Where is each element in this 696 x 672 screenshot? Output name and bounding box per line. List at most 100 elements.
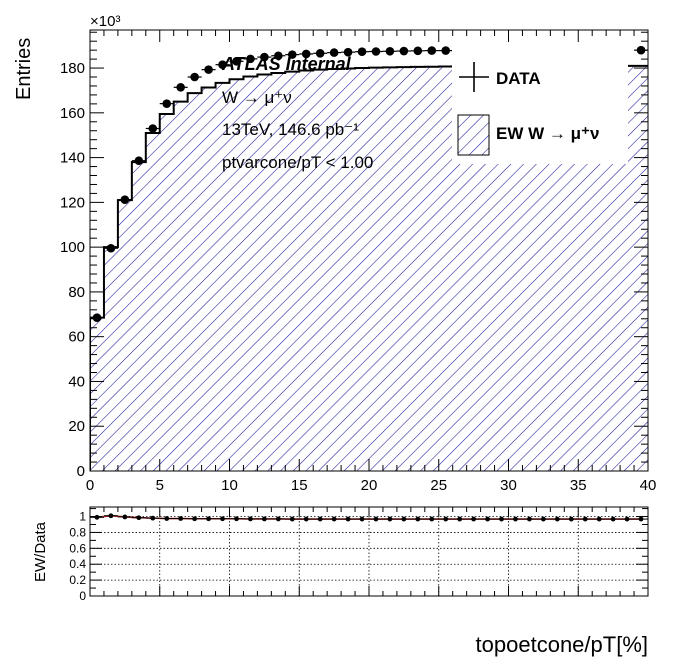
data-points-layer: [89, 45, 649, 322]
y-tick-label: 140: [60, 150, 85, 167]
x-tick-label: 30: [500, 477, 517, 494]
ratio-y-tick-label: 0.6: [69, 541, 86, 555]
data-point: [246, 54, 255, 64]
data-point: [92, 313, 102, 322]
ratio-point: [527, 516, 532, 522]
ratio-y-tick-label: 0.8: [69, 525, 86, 539]
ratio-point: [443, 516, 449, 522]
ratio-point: [331, 516, 337, 522]
y-tick-label: 60: [68, 329, 85, 346]
legend-ew-swatch: [457, 114, 490, 156]
ratio-point: [359, 516, 365, 522]
ratio-point: [275, 516, 281, 522]
ratio-point: [415, 516, 421, 522]
data-point: [106, 243, 116, 253]
legend-data-label: DATA: [496, 69, 541, 88]
ratio-point: [471, 516, 477, 522]
ratio-plot-frame: [89, 506, 649, 597]
ratio-point: [568, 516, 574, 522]
data-point: [162, 99, 172, 108]
y-tick-label: 180: [60, 60, 85, 77]
data-point: [343, 47, 353, 57]
ratio-point: [164, 516, 170, 521]
data-point: [190, 72, 199, 82]
ratio-y-axis: 0 0.2 0.4 0.6 0.81: [69, 508, 648, 603]
ratio-point: [638, 516, 644, 522]
ratio-point: [499, 516, 504, 522]
data-point: [134, 156, 144, 166]
ratio-grid: [90, 507, 648, 596]
legend-entry-ew: EW W → μ⁺ν: [457, 114, 599, 156]
x-tick-label: 35: [570, 477, 587, 494]
ratio-point: [192, 516, 198, 522]
data-point: [427, 46, 437, 55]
legend-entry-data: DATA: [459, 62, 541, 92]
ratio-point: [303, 516, 309, 522]
legend-ew-label: EW W → μ⁺ν: [496, 124, 599, 143]
ratio-point: [150, 515, 156, 521]
ratio-point: [401, 516, 407, 522]
data-point: [329, 48, 339, 57]
ratio-point: [540, 516, 546, 522]
main-y-axis: 0 20 40 60 80 100 120 140 160 180: [60, 31, 648, 480]
y-tick-label: 100: [60, 239, 85, 256]
data-point: [120, 195, 130, 204]
legend: DATA EW W → μ⁺ν: [452, 50, 628, 164]
ratio-point: [122, 514, 128, 520]
data-point: [218, 60, 227, 69]
lumi-label: 13TeV, 146.6 pb⁻¹: [222, 120, 359, 139]
ratio-point: [513, 516, 518, 522]
data-point: [357, 47, 367, 57]
data-point: [232, 57, 241, 66]
ratio-y-tick-label: 0: [79, 589, 86, 603]
ratio-point: [429, 516, 435, 522]
data-point: [399, 46, 409, 56]
ratio-point: [554, 516, 560, 522]
x-tick-label: 0: [86, 477, 94, 494]
ratio-y-tick-label: 0.2: [69, 573, 86, 587]
ratio-point: [582, 516, 588, 522]
ratio-point: [345, 516, 351, 522]
ratio-y-tick-label: 1: [79, 510, 86, 524]
atlas-label: ATLAS Internal: [221, 54, 352, 74]
x-tick-label: 5: [156, 477, 164, 494]
data-point: [287, 50, 297, 59]
ratio-point: [387, 516, 393, 522]
cut-label: ptvarcone/pT < 1.00: [222, 153, 373, 172]
ratio-point: [317, 516, 323, 522]
data-point: [413, 46, 423, 56]
main-plot-panel: 0 5 10 15 20 25 30 35 40 0 20 40 60 80 100 120 140 160 18…: [13, 13, 656, 494]
main-x-axis: 0 5 10 15 20 25 30 35 40: [86, 30, 657, 494]
ratio-point: [457, 516, 463, 522]
y-tick-label: 20: [68, 418, 85, 435]
ratio-point: [624, 516, 630, 522]
data-point: [176, 83, 185, 92]
data-point: [274, 51, 283, 61]
process-label: W → μ⁺ν: [222, 88, 292, 107]
x-tick-label: 15: [291, 477, 308, 494]
x-tick-label: 40: [640, 477, 657, 494]
y-tick-label: 80: [68, 284, 85, 301]
ratio-x-axis: [89, 507, 649, 596]
ratio-point: [596, 516, 602, 522]
ew-histogram-fill: [90, 65, 648, 471]
ratio-point: [220, 516, 225, 522]
data-point: [204, 65, 213, 74]
data-point: [148, 124, 158, 133]
ratio-point: [248, 516, 253, 522]
ratio-series-layer: [90, 513, 648, 522]
x-tick-label: 10: [221, 477, 238, 494]
y-axis-label: Entries: [13, 38, 35, 100]
x-axis-label: topoetcone/pT[%]: [476, 632, 648, 657]
ratio-y-tick-label: 0.4: [69, 557, 86, 571]
ratio-point: [485, 516, 490, 522]
ratio-point: [136, 515, 142, 521]
data-point: [301, 49, 311, 59]
ratio-y-axis-label: EW/Data: [32, 521, 49, 582]
ratio-plot-panel: 0 0.2 0.4 0.6 0.81 EW/Data topoetcone/pT[%]: [32, 506, 649, 657]
x-tick-label: 25: [430, 477, 447, 494]
data-point: [385, 46, 395, 56]
ratio-point: [610, 516, 616, 522]
ratio-point: [261, 516, 267, 522]
